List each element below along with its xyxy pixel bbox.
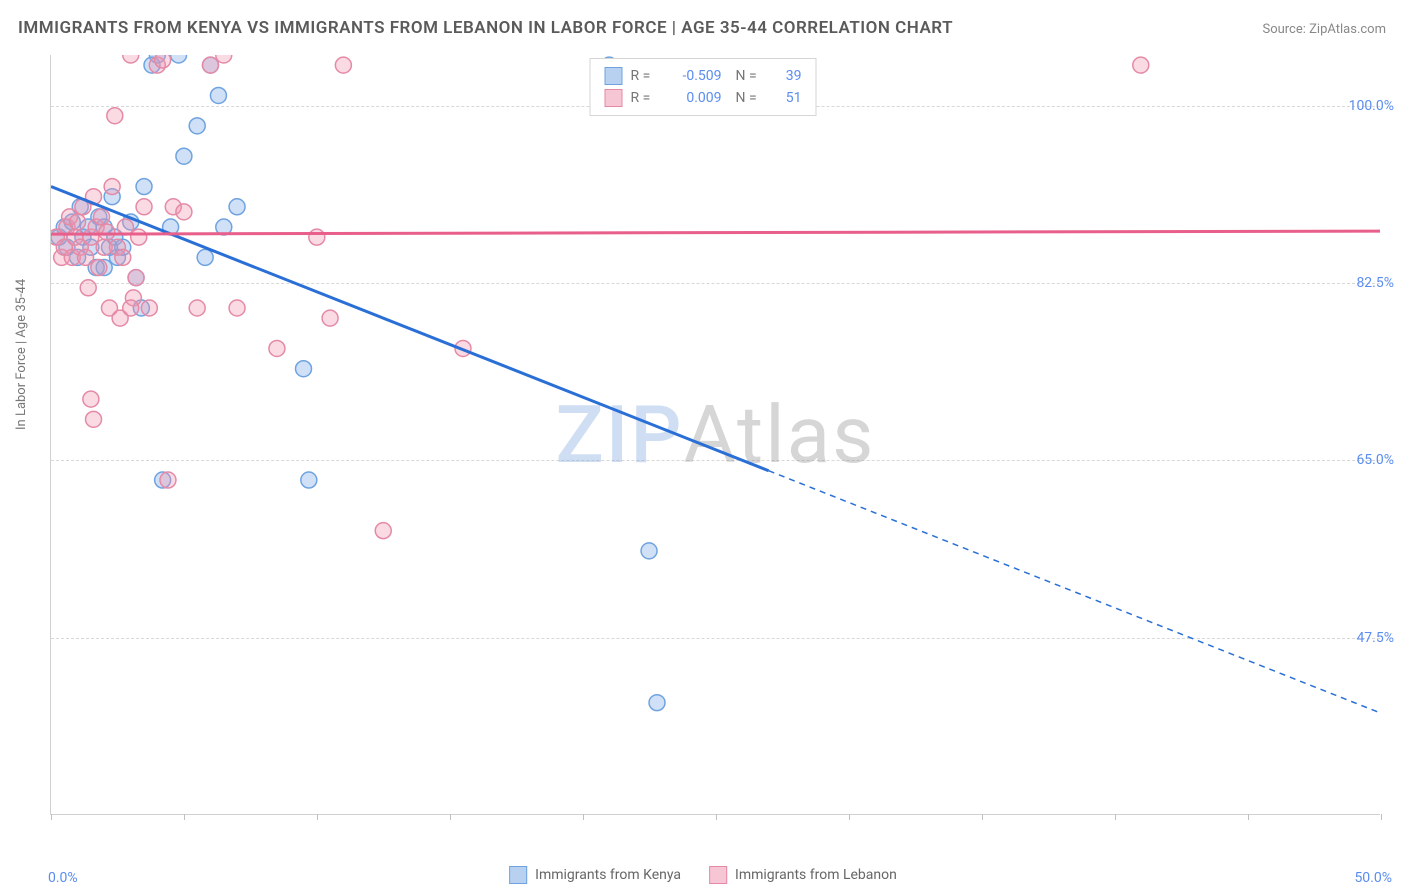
legend-label: Immigrants from Kenya	[535, 867, 681, 883]
legend-swatch	[709, 866, 727, 884]
y-axis-label: In Labor Force | Age 35-44	[14, 279, 29, 430]
x-tick	[982, 814, 983, 820]
legend-r-label: R =	[631, 65, 659, 87]
legend-n-value: 51	[772, 87, 802, 109]
scatter-point	[210, 87, 226, 103]
x-tick	[184, 814, 185, 820]
scatter-point	[99, 224, 115, 240]
scatter-point	[641, 543, 657, 559]
trend-line-solid	[51, 187, 769, 471]
x-tick	[849, 814, 850, 820]
trend-line-dashed	[769, 471, 1380, 713]
scatter-point	[155, 55, 171, 68]
chart-title: IMMIGRANTS FROM KENYA VS IMMIGRANTS FROM…	[18, 18, 953, 38]
x-tick	[51, 814, 52, 820]
scatter-point	[128, 270, 144, 286]
scatter-point	[296, 361, 312, 377]
scatter-point	[136, 179, 152, 195]
source-label: Source:	[1262, 22, 1309, 37]
scatter-point	[189, 118, 205, 134]
scatter-point	[202, 57, 218, 73]
scatter-point	[94, 209, 110, 225]
legend-n-label: N =	[736, 87, 764, 109]
x-tick	[583, 814, 584, 820]
legend-item: Immigrants from Lebanon	[709, 866, 897, 884]
x-axis-min-label: 0.0%	[48, 870, 78, 886]
scatter-point	[131, 229, 147, 245]
x-tick	[1115, 814, 1116, 820]
legend-swatch	[605, 67, 623, 85]
scatter-point	[115, 249, 131, 265]
scatter-point	[141, 300, 157, 316]
scatter-point	[301, 472, 317, 488]
source-attribution: Source: ZipAtlas.com	[1262, 22, 1386, 37]
scatter-point	[83, 391, 99, 407]
scatter-point	[123, 300, 139, 316]
scatter-point	[1133, 57, 1149, 73]
scatter-point	[176, 148, 192, 164]
scatter-point	[78, 249, 94, 265]
legend-label: Immigrants from Lebanon	[735, 867, 897, 883]
scatter-point	[197, 249, 213, 265]
correlation-legend: R = -0.509 N = 39 R = 0.009 N = 51	[590, 58, 817, 116]
x-tick	[1248, 814, 1249, 820]
scatter-point	[229, 199, 245, 215]
scatter-point	[86, 411, 102, 427]
scatter-point	[649, 695, 665, 711]
scatter-point	[70, 214, 86, 230]
x-axis-max-label: 50.0%	[1354, 870, 1392, 886]
x-tick	[450, 814, 451, 820]
scatter-point	[375, 523, 391, 539]
trend-line-solid	[51, 231, 1380, 234]
series-legend: Immigrants from Kenya Immigrants from Leb…	[509, 866, 897, 884]
scatter-point	[229, 300, 245, 316]
scatter-point	[80, 280, 96, 296]
scatter-point	[322, 310, 338, 326]
x-tick	[1381, 814, 1382, 820]
scatter-point	[309, 229, 325, 245]
legend-n-value: 39	[772, 65, 802, 87]
scatter-point	[107, 108, 123, 124]
source-name: ZipAtlas.com	[1309, 22, 1386, 37]
scatter-point	[91, 260, 107, 276]
legend-swatch	[605, 89, 623, 107]
scatter-point	[136, 199, 152, 215]
scatter-point	[171, 55, 187, 63]
legend-swatch	[509, 866, 527, 884]
scatter-point	[160, 472, 176, 488]
legend-r-value: 0.009	[667, 87, 722, 109]
scatter-point	[176, 204, 192, 220]
scatter-point	[269, 340, 285, 356]
plot-area: ZIPAtlas	[50, 55, 1380, 815]
scatter-point	[104, 179, 120, 195]
x-tick	[317, 814, 318, 820]
legend-item: Immigrants from Kenya	[509, 866, 681, 884]
legend-r-label: R =	[631, 87, 659, 109]
legend-n-label: N =	[736, 65, 764, 87]
legend-r-value: -0.509	[667, 65, 722, 87]
scatter-point	[123, 55, 139, 63]
legend-row: R = 0.009 N = 51	[605, 87, 802, 109]
scatter-svg	[51, 55, 1380, 814]
x-tick	[716, 814, 717, 820]
scatter-point	[189, 300, 205, 316]
legend-row: R = -0.509 N = 39	[605, 65, 802, 87]
scatter-point	[335, 57, 351, 73]
